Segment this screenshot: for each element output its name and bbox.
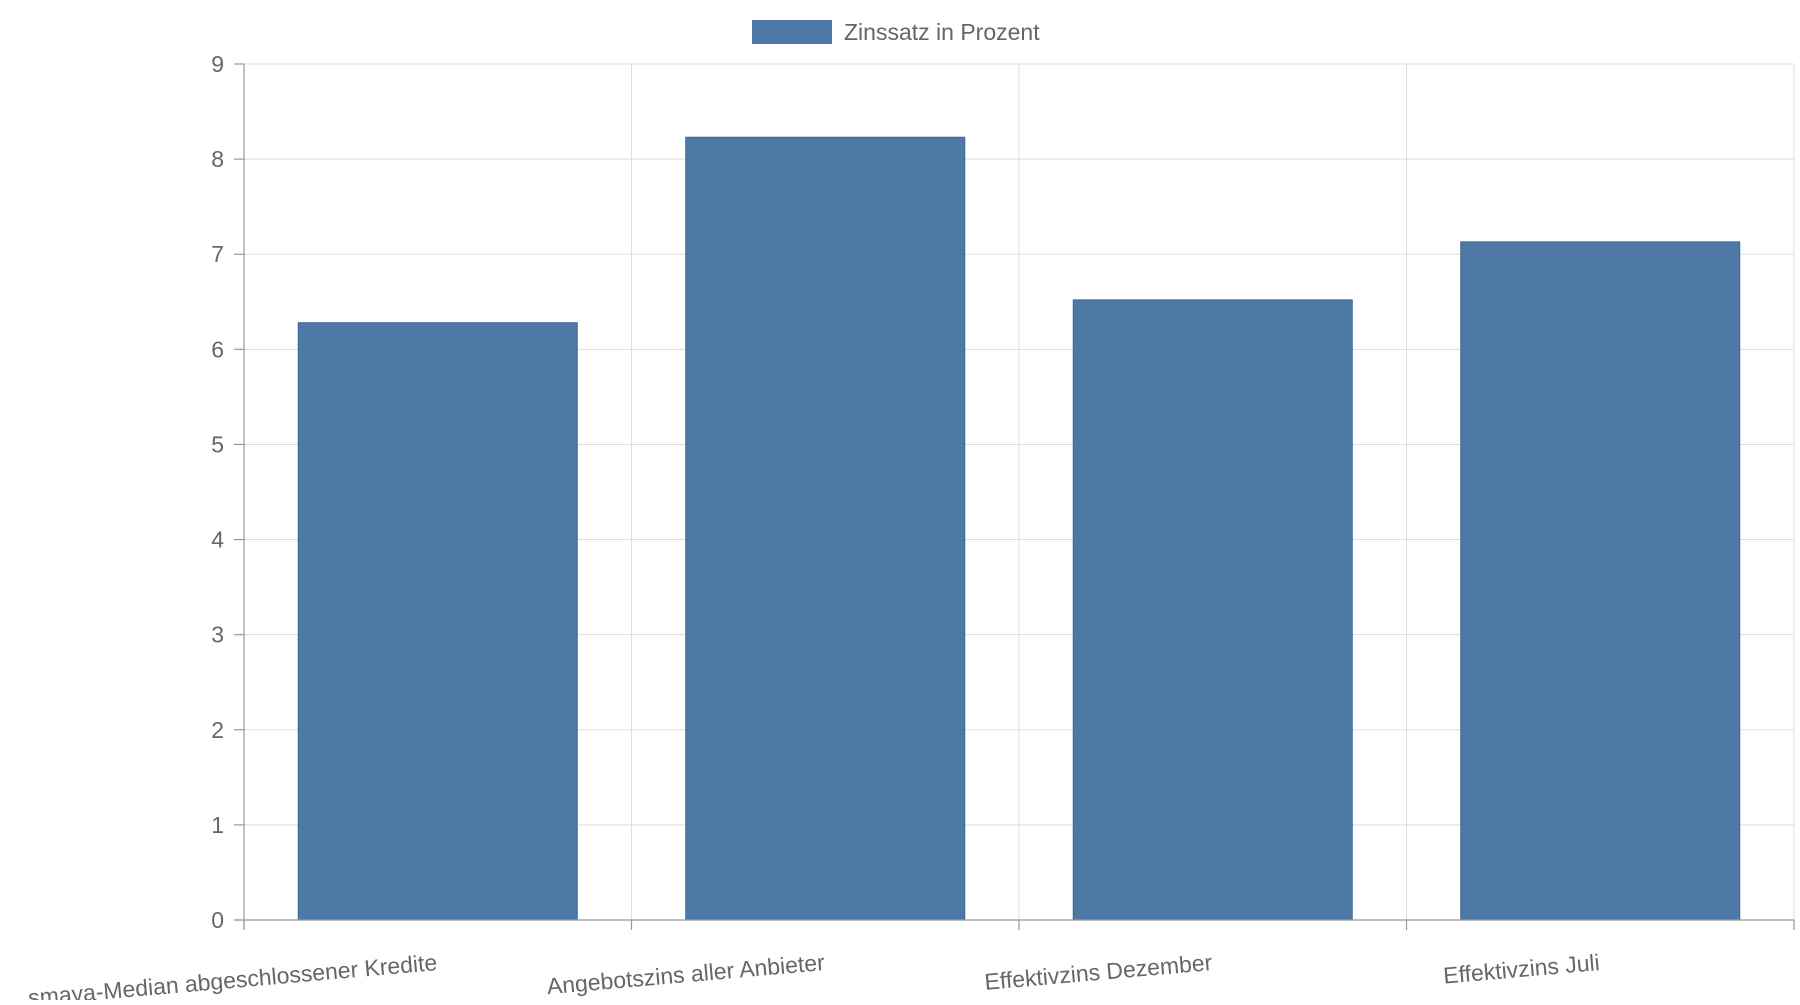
- x-tick-label: Angebotszins aller Anbieter: [546, 949, 826, 999]
- y-axis-ticks: 0 1 2 3 4 5 6 7 8 9: [211, 51, 224, 933]
- y-tick-label: 6: [211, 336, 224, 362]
- y-tick-label: 7: [211, 241, 224, 267]
- legend[interactable]: Zinssatz in Prozent: [752, 19, 1040, 45]
- bar[interactable]: [1460, 241, 1741, 921]
- y-tick-label: 3: [211, 622, 224, 648]
- bars: [297, 136, 1741, 921]
- y-tick-label: 8: [211, 146, 224, 172]
- y-tick-label: 0: [211, 907, 224, 933]
- x-axis-labels: smava-Median abgeschlossener Kredite Ange…: [27, 949, 1601, 1005]
- legend-swatch: [752, 20, 832, 44]
- x-tick-label: Effektivzins Dezember: [983, 949, 1213, 995]
- y-tick-label: 5: [211, 431, 224, 457]
- bar[interactable]: [1072, 299, 1353, 921]
- x-tick-label: Effektivzins Juli: [1442, 949, 1600, 989]
- axes: [234, 63, 1795, 930]
- bar[interactable]: [297, 322, 578, 921]
- bar[interactable]: [685, 136, 966, 921]
- y-tick-label: 9: [211, 51, 224, 77]
- y-tick-label: 4: [211, 527, 224, 553]
- x-tick-label: smava-Median abgeschlossener Kredite: [27, 949, 438, 1000]
- y-tick-label: 1: [211, 812, 224, 838]
- y-tick-label: 2: [211, 717, 224, 743]
- legend-label: Zinssatz in Prozent: [844, 19, 1040, 45]
